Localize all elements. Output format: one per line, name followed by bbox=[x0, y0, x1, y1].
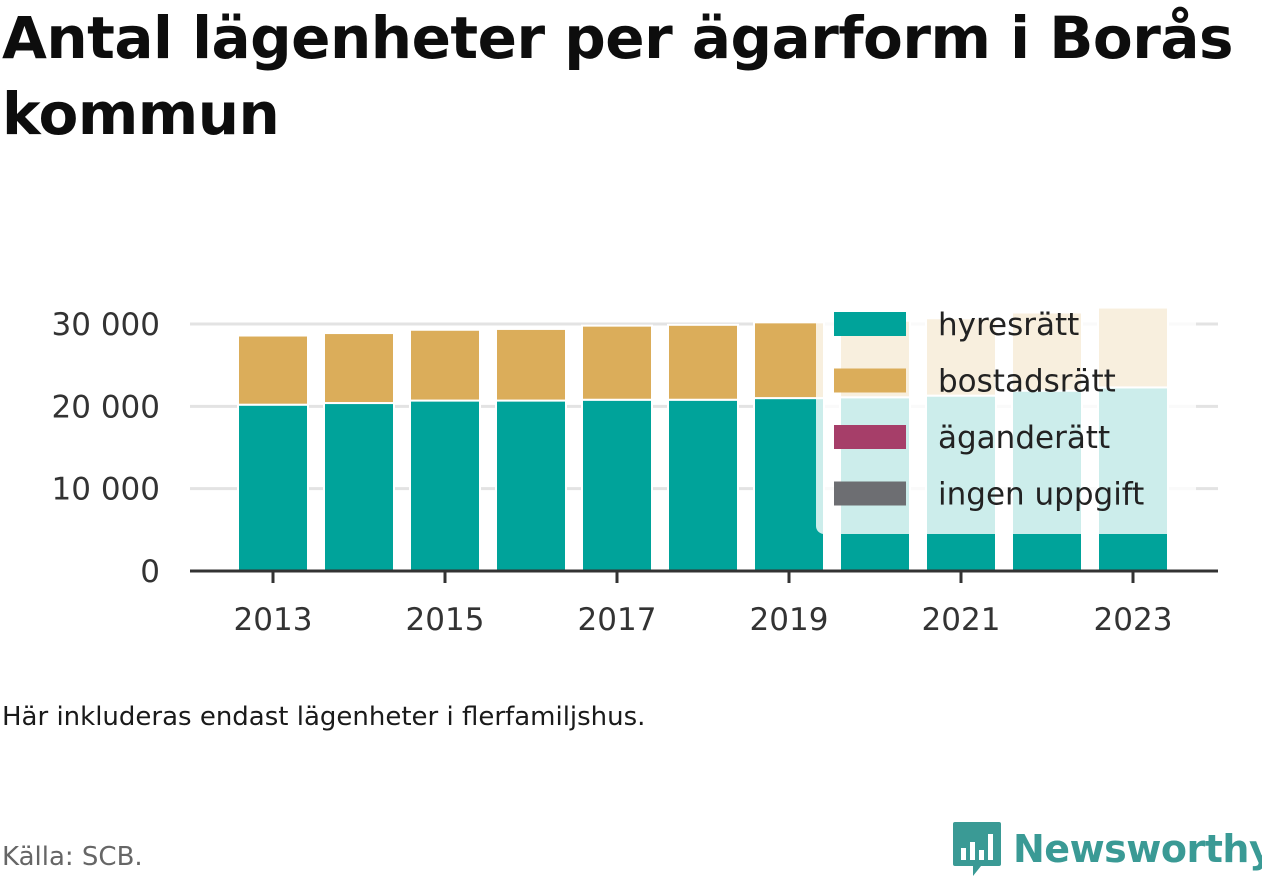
y-tick-label: 20 000 bbox=[52, 389, 160, 425]
legend-label: hyresrätt bbox=[938, 307, 1079, 343]
bar-segment bbox=[409, 399, 481, 572]
legend-label: ingen uppgift bbox=[938, 477, 1144, 513]
x-tick-label: 2013 bbox=[234, 602, 313, 638]
legend-swatch bbox=[834, 425, 906, 449]
x-tick-label: 2023 bbox=[1094, 602, 1173, 638]
y-axis-labels: 0 10 000 20 000 30 000 bbox=[52, 307, 160, 590]
bar-segment bbox=[237, 403, 309, 573]
bar-segment bbox=[753, 397, 825, 572]
x-tick-label: 2021 bbox=[922, 602, 1001, 638]
legend: hyresrätt bostadsrätt äganderätt ingen uppg… bbox=[816, 298, 1196, 534]
legend-label: bostadsrätt bbox=[938, 364, 1116, 400]
y-tick-label: 30 000 bbox=[52, 307, 160, 343]
legend-swatch bbox=[834, 368, 906, 393]
y-tick-label: 0 bbox=[140, 554, 160, 590]
source-credit: Källa: SCB. bbox=[2, 842, 143, 872]
bar-segment bbox=[667, 323, 739, 401]
bar-segment bbox=[409, 328, 481, 402]
x-axis-labels: 2013 2015 2017 2019 2021 2023 bbox=[234, 602, 1173, 638]
x-tick-label: 2015 bbox=[406, 602, 485, 638]
legend-label: äganderätt bbox=[938, 420, 1110, 456]
bar-segment bbox=[495, 399, 567, 572]
bar-segment bbox=[495, 327, 567, 402]
y-tick-label: 10 000 bbox=[52, 472, 160, 508]
bar-segment bbox=[581, 398, 653, 572]
bar-segment bbox=[581, 324, 653, 401]
chart-title: Antal lägenheter per ägarform i Borås ko… bbox=[2, 4, 1234, 148]
x-tick-label: 2017 bbox=[578, 602, 657, 638]
x-tick-label: 2019 bbox=[750, 602, 829, 638]
newsworthy-logo-icon bbox=[953, 822, 1001, 876]
bar-segment bbox=[753, 321, 825, 400]
legend-swatch bbox=[834, 481, 906, 506]
legend-background bbox=[816, 298, 1196, 534]
brand-name: Newsworthy bbox=[1013, 827, 1262, 871]
bar-segment bbox=[667, 398, 739, 572]
x-axis bbox=[190, 569, 1218, 583]
bar-segment bbox=[237, 334, 309, 406]
chart-note: Här inkluderas endast lägenheter i flerf… bbox=[2, 702, 646, 732]
bar-segment bbox=[323, 402, 395, 573]
brand-logo: Newsworthy bbox=[951, 820, 1262, 878]
legend-swatch bbox=[834, 312, 906, 336]
bar-segment bbox=[323, 332, 395, 405]
